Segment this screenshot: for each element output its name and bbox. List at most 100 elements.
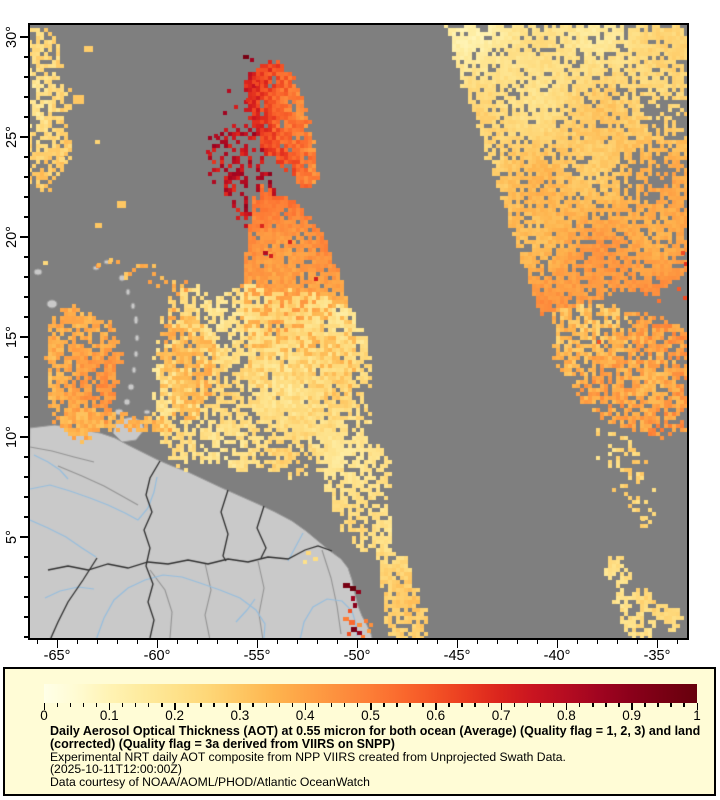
legend-subtitle: Experimental NRT daily AOT composite fro… <box>50 750 566 764</box>
colorbar-tick <box>396 703 398 707</box>
colorbar <box>44 684 697 703</box>
y-tick-label: 5° <box>4 530 20 544</box>
x-tick <box>356 640 358 648</box>
colorbar-tick <box>278 703 281 707</box>
x-tick-label: -55° <box>243 648 271 664</box>
y-tick <box>24 616 28 618</box>
colorbar-tick <box>187 703 189 707</box>
colorbar-tick <box>644 703 646 707</box>
colorbar-tick <box>291 703 294 707</box>
colorbar-tick <box>696 703 698 710</box>
y-tick <box>24 456 28 458</box>
colorbar-tick <box>461 703 463 707</box>
colorbar-tick <box>592 703 594 707</box>
colorbar-tick-label: 0.2 <box>165 708 184 723</box>
colorbar-tick <box>500 703 503 710</box>
x-tick <box>36 640 38 644</box>
colorbar-tick <box>108 703 111 710</box>
colorbar-tick <box>121 703 124 707</box>
colorbar-tick <box>174 703 176 710</box>
colorbar-tick <box>409 703 411 707</box>
y-tick <box>24 416 28 418</box>
colorbar-tick <box>317 703 320 707</box>
y-tick <box>24 316 28 318</box>
x-tick-label: -45° <box>443 648 471 664</box>
colorbar-tick-label: 0.8 <box>557 708 576 723</box>
x-tick-label: -40° <box>543 648 571 664</box>
x-tick <box>236 640 238 644</box>
colorbar-tick <box>474 703 476 707</box>
x-tick <box>136 640 138 644</box>
y-tick <box>24 96 28 98</box>
x-tick-label: -35° <box>643 648 671 664</box>
y-tick <box>24 576 28 578</box>
colorbar-tick <box>683 703 685 707</box>
y-tick-label: 25° <box>4 126 20 148</box>
y-tick <box>20 536 28 538</box>
x-tick <box>396 640 398 644</box>
y-tick <box>24 56 28 58</box>
colorbar-tick <box>631 703 633 710</box>
colorbar-tick <box>265 703 268 707</box>
x-tick <box>636 640 638 644</box>
x-tick <box>656 640 658 648</box>
colorbar-tick <box>343 703 346 707</box>
x-tick-label: -50° <box>343 648 371 664</box>
x-tick <box>536 640 538 644</box>
y-tick <box>24 356 28 358</box>
colorbar-tick <box>43 703 45 710</box>
y-tick <box>20 236 28 238</box>
aot-map-canvas <box>30 25 687 638</box>
y-tick <box>20 136 28 138</box>
y-tick <box>24 376 28 378</box>
y-tick <box>24 636 28 638</box>
y-tick <box>24 516 28 518</box>
colorbar-tick <box>618 703 620 707</box>
x-tick <box>436 640 438 644</box>
x-tick <box>336 640 338 644</box>
colorbar-tick-label: 1 <box>693 708 701 723</box>
colorbar-tick <box>487 703 490 707</box>
colorbar-tick <box>147 703 150 707</box>
y-tick <box>24 76 28 78</box>
colorbar-tick <box>239 703 241 710</box>
x-tick <box>196 640 198 644</box>
colorbar-tick <box>330 703 333 707</box>
x-tick <box>456 640 458 648</box>
x-tick <box>176 640 178 644</box>
y-tick-label: 20° <box>4 226 20 248</box>
colorbar-tick-label: 0.1 <box>99 708 119 723</box>
colorbar-tick <box>213 703 215 707</box>
colorbar-tick <box>539 703 542 707</box>
colorbar-tick <box>565 703 568 710</box>
y-tick <box>24 176 28 178</box>
colorbar-tick <box>356 703 359 707</box>
colorbar-tick-label: 0.4 <box>295 708 315 723</box>
colorbar-tick <box>134 703 137 707</box>
y-tick <box>24 196 28 198</box>
colorbar-tick <box>226 703 228 707</box>
y-tick <box>24 596 28 598</box>
colorbar-tick-label: 0.5 <box>361 708 380 723</box>
x-tick <box>496 640 498 644</box>
caption-block: Daily Aerosol Optical Thickness (AOT) at… <box>50 725 712 789</box>
y-tick <box>20 36 28 38</box>
y-tick <box>24 296 28 298</box>
x-tick <box>216 640 218 644</box>
colorbar-tick-label: 0.3 <box>230 708 250 723</box>
y-tick-label: 10° <box>4 426 20 448</box>
y-tick <box>24 216 28 218</box>
x-tick <box>316 640 318 644</box>
colorbar-tick <box>435 703 437 710</box>
colorbar-tick <box>304 703 307 710</box>
colorbar-tick <box>448 703 450 707</box>
x-tick-label: -65° <box>43 648 71 664</box>
x-tick <box>296 640 298 644</box>
colorbar-tick-label: 0.6 <box>426 708 446 723</box>
colorbar-tick <box>526 703 529 707</box>
y-tick <box>24 556 28 558</box>
x-tick <box>596 640 598 644</box>
y-tick <box>24 256 28 258</box>
x-tick <box>416 640 418 644</box>
